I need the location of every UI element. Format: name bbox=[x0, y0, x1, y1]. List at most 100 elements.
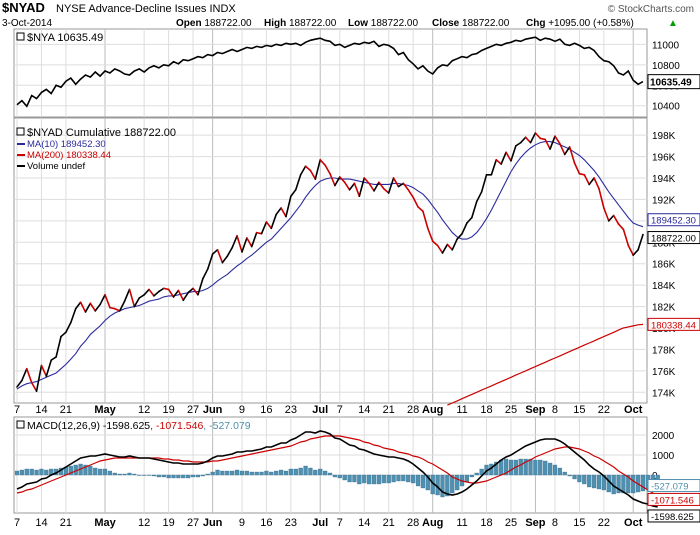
chart-date: 3-Oct-2014 bbox=[2, 18, 52, 29]
x-tick-label: 12 bbox=[138, 404, 150, 416]
nyad-price-segment bbox=[35, 364, 43, 393]
histogram-bar bbox=[596, 474, 602, 490]
x-tick-label: 7 bbox=[14, 517, 20, 529]
x-tick-label: 7 bbox=[337, 517, 343, 529]
nyad-price-segment bbox=[617, 223, 625, 231]
x-tick-label: 28 bbox=[407, 404, 419, 416]
nyad-value-tag-box bbox=[647, 231, 700, 245]
nyad-price-segment bbox=[515, 141, 522, 147]
nyad-price-segment bbox=[612, 214, 620, 225]
nyad-price-segment bbox=[69, 307, 77, 324]
ma200-line bbox=[447, 323, 644, 406]
legend-swatch bbox=[16, 32, 25, 41]
nyad-price-segment bbox=[603, 207, 610, 222]
histogram-bar bbox=[347, 474, 352, 483]
x-tick-label: 22 bbox=[598, 404, 610, 416]
nyad-price-segment bbox=[461, 222, 468, 235]
x-tick-label: 9 bbox=[239, 517, 245, 529]
nyad-price-segment bbox=[128, 288, 136, 308]
histogram-bar bbox=[264, 470, 269, 476]
nyad-price-segment bbox=[495, 158, 502, 165]
histogram-bar bbox=[406, 474, 411, 483]
y-tick-label: 186K bbox=[652, 260, 676, 271]
nyad-price-segment bbox=[123, 288, 131, 303]
histogram-bar bbox=[239, 470, 245, 476]
panel-frame bbox=[13, 28, 648, 118]
nyad-price-segment bbox=[456, 232, 463, 240]
histogram-bar bbox=[332, 474, 337, 478]
ohlc-high: High 188722.00 bbox=[264, 18, 337, 29]
nyad-price-segment bbox=[505, 151, 512, 162]
x-tick-label: Oct bbox=[624, 517, 643, 529]
nyad-price-segment bbox=[314, 158, 322, 180]
histogram-bar bbox=[474, 472, 479, 476]
nyad-price-segment bbox=[334, 176, 341, 187]
nyad-price-segment bbox=[216, 248, 224, 264]
x-tick-label: 7 bbox=[14, 404, 20, 416]
nyad-price-segment bbox=[109, 306, 116, 310]
source-credit: © StockCharts.com bbox=[608, 4, 694, 15]
ohlc-open: Open 188722.00 bbox=[176, 18, 252, 29]
histogram-bar bbox=[112, 472, 117, 476]
histogram-bar bbox=[44, 469, 49, 476]
nyad-price-segment bbox=[40, 364, 48, 378]
x-tick-label: 23 bbox=[285, 404, 297, 416]
histogram-bar bbox=[39, 468, 44, 476]
nyad-price-segment bbox=[363, 177, 370, 185]
nyad-price-segment bbox=[475, 191, 483, 203]
x-axis-bottom: 7 14 21 May 12 19 27 Jun 9 16 23 Jul 7 14 21 28 Aug 11 18 2… bbox=[14, 517, 643, 529]
nyad-price-segment bbox=[206, 253, 214, 270]
nyad-price-segment bbox=[588, 177, 595, 186]
x-tick-label: 9 bbox=[239, 404, 245, 416]
x-tick-label: 21 bbox=[383, 517, 395, 529]
histogram-bar bbox=[24, 468, 29, 476]
nyad-price-segment bbox=[427, 227, 434, 243]
histogram-bar bbox=[503, 458, 509, 476]
nyad-price-segment bbox=[275, 207, 282, 216]
y-tick-label: 196K bbox=[652, 153, 676, 164]
x-tick-label: 21 bbox=[60, 517, 72, 529]
histogram-bar bbox=[210, 471, 215, 476]
nyad-price-segment bbox=[407, 188, 414, 199]
nyad-price-segment bbox=[632, 248, 639, 256]
ohlc-readout: Open 188722.00 High 188722.00 Low 188722.0… bbox=[176, 18, 678, 29]
y-tick-label: 2000 bbox=[652, 431, 675, 442]
nyad-price-segment bbox=[138, 293, 145, 299]
histogram-bar bbox=[303, 465, 308, 476]
nyad-price-segment bbox=[84, 302, 92, 313]
x-tick-label: 14 bbox=[358, 404, 370, 416]
y-tick-label: 176K bbox=[652, 367, 676, 378]
histogram-bar bbox=[367, 474, 372, 485]
histogram-bar bbox=[161, 474, 166, 478]
nyad-price-segment bbox=[94, 303, 101, 312]
nyad-price-segment bbox=[598, 187, 605, 209]
legend-swatch bbox=[16, 420, 25, 429]
nyad-price-segment bbox=[539, 137, 546, 141]
nyad-price-segment bbox=[231, 235, 238, 249]
nyad-price-segment bbox=[392, 177, 400, 188]
nyad-price-segment bbox=[89, 302, 97, 312]
nyad-price-segment bbox=[637, 233, 644, 251]
macd-value-tag-box bbox=[647, 492, 700, 506]
x-tick-label: Sep bbox=[525, 517, 545, 529]
nyad-price-segment bbox=[246, 237, 253, 248]
nyad-price-segment bbox=[265, 221, 273, 230]
nyad-price-segment bbox=[65, 321, 72, 334]
y-tick-label: 1000 bbox=[652, 451, 675, 462]
histogram-bar bbox=[415, 474, 421, 487]
nyad-price-segment bbox=[319, 158, 326, 166]
macd-panel: 2000 1000 0 MACD(12,26,9) -1598.625, -1071.… bbox=[13, 416, 700, 523]
chart-symbol: $NYAD bbox=[2, 0, 45, 15]
histogram-bar bbox=[420, 474, 426, 489]
histogram-bar bbox=[137, 474, 142, 476]
nyad-price-segment bbox=[524, 136, 532, 144]
histogram-bar bbox=[146, 474, 152, 476]
x-tick-label: 16 bbox=[260, 404, 272, 416]
nyad-price-segment bbox=[55, 335, 62, 358]
histogram-bar bbox=[533, 459, 538, 476]
histogram-bar bbox=[244, 470, 249, 476]
histogram-bar bbox=[499, 459, 504, 476]
nyad-price-segment bbox=[153, 290, 160, 297]
nyad-price-segment bbox=[417, 206, 424, 213]
histogram-bar bbox=[342, 474, 347, 481]
